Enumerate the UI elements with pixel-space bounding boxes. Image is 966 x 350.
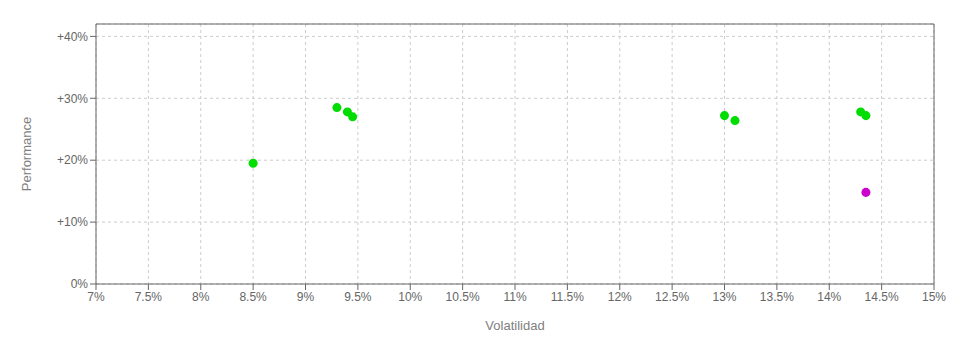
svg-text:7.5%: 7.5% xyxy=(135,290,163,304)
svg-text:0%: 0% xyxy=(71,277,89,291)
svg-text:12.5%: 12.5% xyxy=(655,290,689,304)
svg-text:14.5%: 14.5% xyxy=(865,290,899,304)
svg-text:13.5%: 13.5% xyxy=(760,290,794,304)
svg-text:+10%: +10% xyxy=(57,215,88,229)
svg-text:11%: 11% xyxy=(503,290,526,304)
svg-text:9.5%: 9.5% xyxy=(344,290,372,304)
svg-text:+30%: +30% xyxy=(57,92,88,106)
svg-text:8%: 8% xyxy=(192,290,210,304)
svg-text:14%: 14% xyxy=(817,290,841,304)
svg-text:+40%: +40% xyxy=(57,30,88,44)
svg-text:13%: 13% xyxy=(712,290,736,304)
svg-text:Performance: Performance xyxy=(19,117,34,191)
svg-text:8.5%: 8.5% xyxy=(239,290,267,304)
svg-text:11.5%: 11.5% xyxy=(551,290,584,304)
svg-text:7%: 7% xyxy=(87,290,105,304)
svg-text:Volatilidad: Volatilidad xyxy=(485,318,544,333)
svg-text:12%: 12% xyxy=(608,290,632,304)
svg-text:+20%: +20% xyxy=(57,153,88,167)
svg-text:15%: 15% xyxy=(922,290,946,304)
svg-text:10.5%: 10.5% xyxy=(446,290,480,304)
svg-text:10%: 10% xyxy=(398,290,422,304)
svg-text:9%: 9% xyxy=(297,290,315,304)
